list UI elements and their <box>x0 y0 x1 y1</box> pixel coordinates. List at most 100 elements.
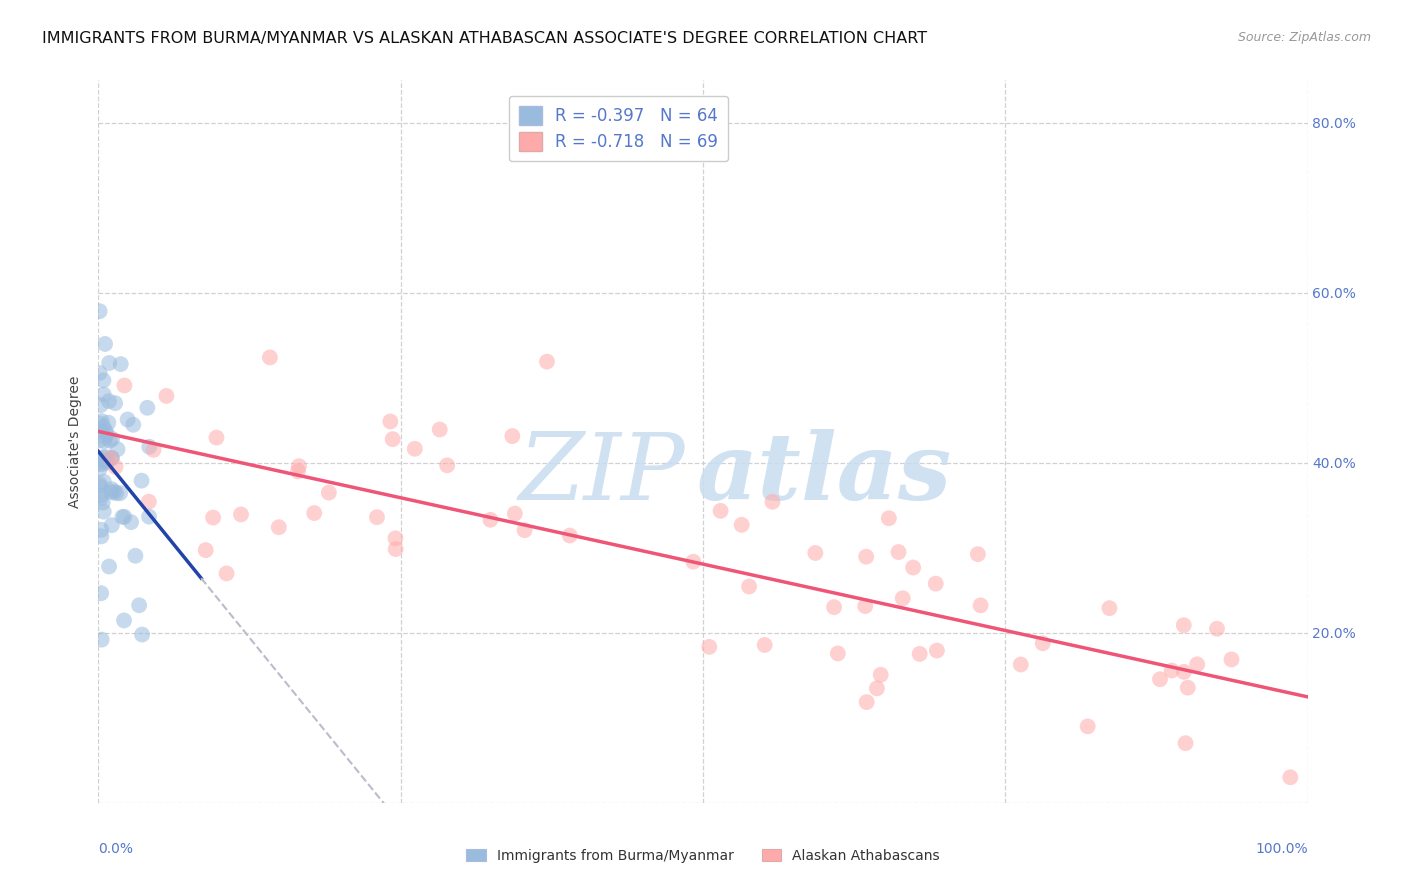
Point <box>117 412 139 426</box>
Point <box>98 356 121 370</box>
Point <box>384 531 406 545</box>
Point <box>536 354 558 368</box>
Point <box>93 475 115 489</box>
Point <box>90 586 112 600</box>
Point <box>1149 672 1171 686</box>
Point <box>91 495 114 509</box>
Point <box>93 387 115 401</box>
Point <box>155 389 177 403</box>
Point <box>1077 719 1099 733</box>
Point <box>90 424 112 438</box>
Point <box>105 486 128 500</box>
Point <box>96 426 118 441</box>
Point <box>967 547 990 561</box>
Point <box>89 434 111 448</box>
Point <box>697 640 720 654</box>
Point <box>869 668 891 682</box>
Point <box>101 432 124 446</box>
Point <box>89 456 111 470</box>
Point <box>738 580 761 594</box>
Point <box>558 528 581 542</box>
Point <box>90 632 112 647</box>
Point <box>97 394 120 409</box>
Point <box>925 643 948 657</box>
Point <box>136 401 159 415</box>
Point <box>131 627 153 641</box>
Point <box>1177 681 1199 695</box>
Point <box>89 452 111 467</box>
Point <box>761 495 783 509</box>
Point <box>101 451 124 466</box>
Point <box>142 442 165 457</box>
Point <box>91 450 114 465</box>
Point <box>89 477 111 491</box>
Point <box>112 614 135 628</box>
Point <box>1010 657 1032 672</box>
Point <box>318 485 340 500</box>
Text: 0.0%: 0.0% <box>98 842 134 855</box>
Point <box>120 515 142 529</box>
Point <box>479 513 502 527</box>
Text: atlas: atlas <box>697 429 952 519</box>
Point <box>287 464 309 478</box>
Point <box>89 480 111 494</box>
Point <box>98 559 121 574</box>
Point <box>1032 636 1054 650</box>
Point <box>122 417 145 432</box>
Point <box>513 523 536 537</box>
Point <box>503 507 526 521</box>
Point <box>866 681 889 696</box>
Point <box>194 543 217 558</box>
Point <box>94 450 117 464</box>
Point <box>111 510 134 524</box>
Point <box>288 459 311 474</box>
Point <box>1173 618 1195 632</box>
Point <box>100 450 122 465</box>
Point <box>855 549 877 564</box>
Text: IMMIGRANTS FROM BURMA/MYANMAR VS ALASKAN ATHABASCAN ASSOCIATE'S DEGREE CORRELATI: IMMIGRANTS FROM BURMA/MYANMAR VS ALASKAN… <box>42 31 928 46</box>
Point <box>304 506 326 520</box>
Point <box>100 518 122 533</box>
Point <box>901 560 924 574</box>
Point <box>754 638 776 652</box>
Point <box>229 508 252 522</box>
Point <box>93 419 115 434</box>
Point <box>202 510 225 524</box>
Point <box>404 442 426 456</box>
Point <box>366 510 388 524</box>
Point <box>97 416 120 430</box>
Legend: Immigrants from Burma/Myanmar, Alaskan Athabascans: Immigrants from Burma/Myanmar, Alaskan A… <box>461 843 945 868</box>
Point <box>94 337 117 351</box>
Point <box>90 414 112 428</box>
Point <box>90 398 112 412</box>
Point <box>138 440 160 454</box>
Point <box>823 600 845 615</box>
Point <box>131 474 153 488</box>
Point <box>100 482 122 496</box>
Point <box>90 523 112 537</box>
Point <box>103 484 125 499</box>
Point <box>138 509 160 524</box>
Point <box>804 546 827 560</box>
Point <box>205 431 228 445</box>
Point <box>380 415 402 429</box>
Point <box>89 366 111 380</box>
Point <box>93 434 115 449</box>
Point <box>1206 622 1229 636</box>
Point <box>1187 657 1209 672</box>
Y-axis label: Associate's Degree: Associate's Degree <box>69 376 83 508</box>
Point <box>855 695 877 709</box>
Point <box>90 488 112 502</box>
Point <box>94 424 117 438</box>
Point <box>112 378 135 392</box>
Text: 100.0%: 100.0% <box>1256 842 1308 855</box>
Point <box>112 509 135 524</box>
Point <box>138 494 160 508</box>
Point <box>89 417 111 431</box>
Point <box>89 304 111 318</box>
Point <box>90 491 112 505</box>
Point <box>259 351 281 365</box>
Point <box>925 576 948 591</box>
Point <box>1173 665 1195 679</box>
Point <box>128 599 150 613</box>
